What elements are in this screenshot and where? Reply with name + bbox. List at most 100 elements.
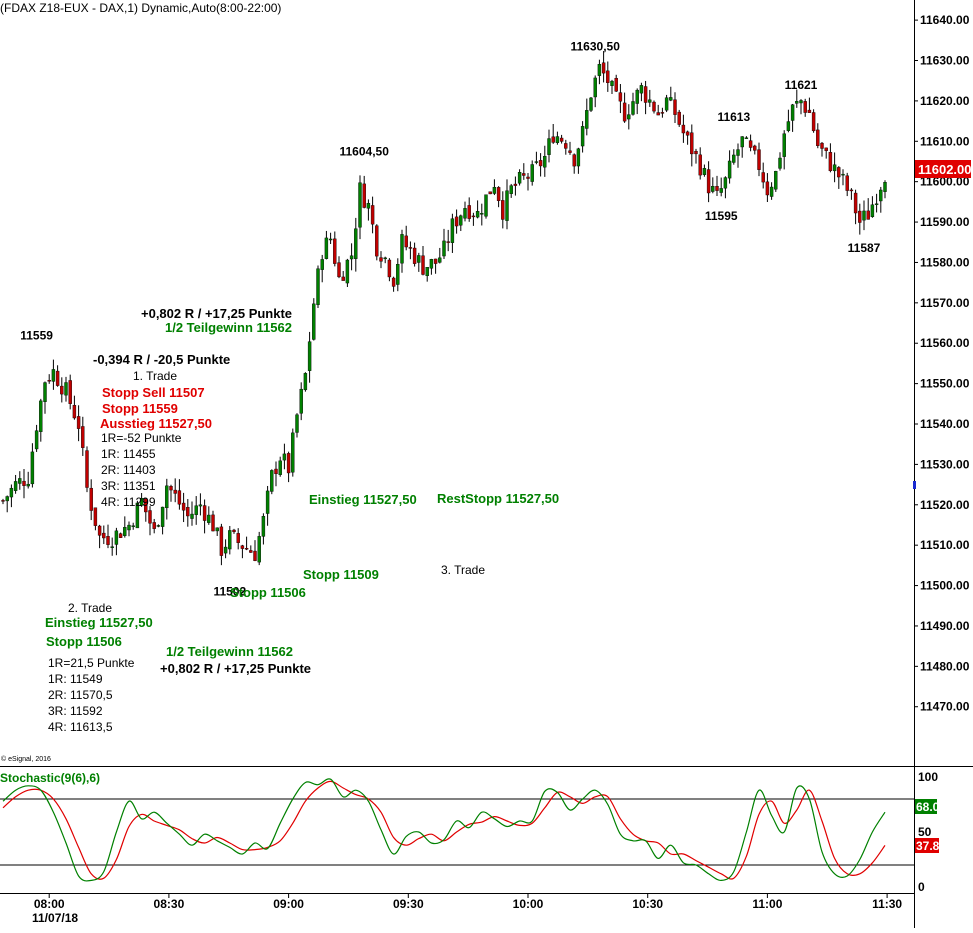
price-tick-label: 11510.00	[920, 538, 970, 552]
candle	[517, 169, 522, 186]
candle	[118, 532, 123, 538]
candle	[790, 103, 795, 132]
trade3-stop1: Stopp 11509	[303, 567, 379, 582]
candle	[299, 382, 303, 421]
candle	[68, 374, 72, 410]
time-tick-label: 08:30	[154, 897, 185, 911]
price-tick-label: 11620.00	[920, 94, 970, 108]
candle	[425, 267, 429, 282]
candle	[879, 186, 883, 213]
candle	[123, 516, 127, 538]
candle	[874, 193, 879, 213]
candle	[295, 413, 299, 438]
candle	[534, 151, 539, 165]
candle	[169, 484, 173, 502]
candle	[820, 141, 824, 157]
time-tick-label: 10:30	[632, 897, 663, 911]
candle	[858, 203, 862, 235]
chart-title: (FDAX Z18-EUX - DAX,1) Dynamic,Auto(8:00…	[0, 1, 281, 15]
trade1-result: -0,394 R / -20,5 Punkte	[93, 352, 230, 367]
candle	[278, 456, 282, 477]
candle	[492, 179, 497, 196]
candle	[316, 265, 320, 308]
candle	[102, 525, 106, 545]
time-tick-label: 11:00	[752, 897, 782, 911]
candle	[253, 540, 257, 562]
candle	[698, 147, 702, 180]
candle	[555, 131, 560, 145]
price-tick-label: 11490.00	[920, 619, 970, 633]
trade3-rest-stop: RestStopp 11527,50	[437, 491, 559, 506]
candle	[559, 134, 564, 144]
candle	[505, 179, 509, 230]
price-tick-label: 11570.00	[920, 296, 970, 310]
candle	[711, 177, 715, 194]
time-axis: 08:00 08:30 09:00 09:30 10:00 10:30 11:00 11:30	[34, 893, 902, 911]
candle	[429, 258, 434, 275]
price-tick-label: 11610.00	[920, 134, 970, 148]
trade3-name: 3. Trade	[441, 563, 485, 577]
candle	[47, 374, 51, 384]
candle	[572, 153, 576, 174]
candle	[72, 395, 77, 420]
candle	[837, 166, 841, 189]
candle	[799, 99, 803, 115]
candle	[349, 243, 354, 271]
candle	[769, 182, 774, 200]
candle	[223, 539, 228, 559]
stochastic-axis: 100 50 0	[918, 770, 938, 894]
trade3-result: +0,802 R / +17,25 Punkte	[141, 306, 292, 321]
candle	[396, 258, 400, 292]
candle	[303, 372, 308, 392]
candle	[471, 212, 476, 226]
candle	[194, 496, 198, 525]
candle	[496, 186, 501, 208]
candle	[110, 537, 114, 556]
candle	[446, 229, 450, 252]
candle	[328, 232, 333, 244]
candle	[795, 89, 799, 108]
candle	[181, 492, 186, 523]
candle	[114, 527, 119, 556]
candle	[811, 109, 816, 133]
candle	[828, 143, 833, 173]
candle	[232, 528, 236, 534]
candle	[127, 521, 131, 537]
price-tick-label: 11600.00	[920, 175, 970, 189]
time-tick-label: 09:30	[393, 897, 424, 911]
candle	[656, 104, 660, 116]
candle	[816, 123, 820, 149]
candle	[538, 153, 543, 177]
candle	[732, 149, 736, 165]
candle	[244, 536, 249, 551]
candle	[341, 271, 345, 281]
trade2-name: 2. Trade	[68, 601, 112, 615]
price-label: 11559	[20, 328, 53, 342]
candle	[404, 225, 408, 251]
price-label: 11604,50	[340, 144, 390, 158]
candle	[198, 493, 203, 516]
candle	[631, 92, 635, 116]
candle	[358, 175, 362, 240]
price-label: 11621	[785, 78, 818, 92]
trade3-stop2: Stopp 11506	[230, 585, 306, 600]
candle	[870, 196, 875, 218]
candle	[740, 136, 744, 158]
candle	[89, 479, 93, 521]
candle	[627, 104, 631, 130]
candle	[635, 88, 639, 115]
candle	[853, 189, 858, 225]
candle	[719, 177, 723, 197]
trade3-half: 1/2 Teilgewinn 11562	[165, 320, 292, 335]
candle	[400, 229, 404, 273]
candle	[286, 451, 291, 483]
candle	[761, 162, 765, 189]
candle	[165, 478, 169, 520]
candle	[60, 377, 64, 403]
candle	[51, 359, 56, 390]
candle	[43, 381, 47, 414]
price-tick-label: 11530.00	[920, 457, 970, 471]
candle	[177, 479, 182, 510]
stochastic-tick-label: 100	[918, 770, 938, 784]
candle	[26, 471, 30, 489]
